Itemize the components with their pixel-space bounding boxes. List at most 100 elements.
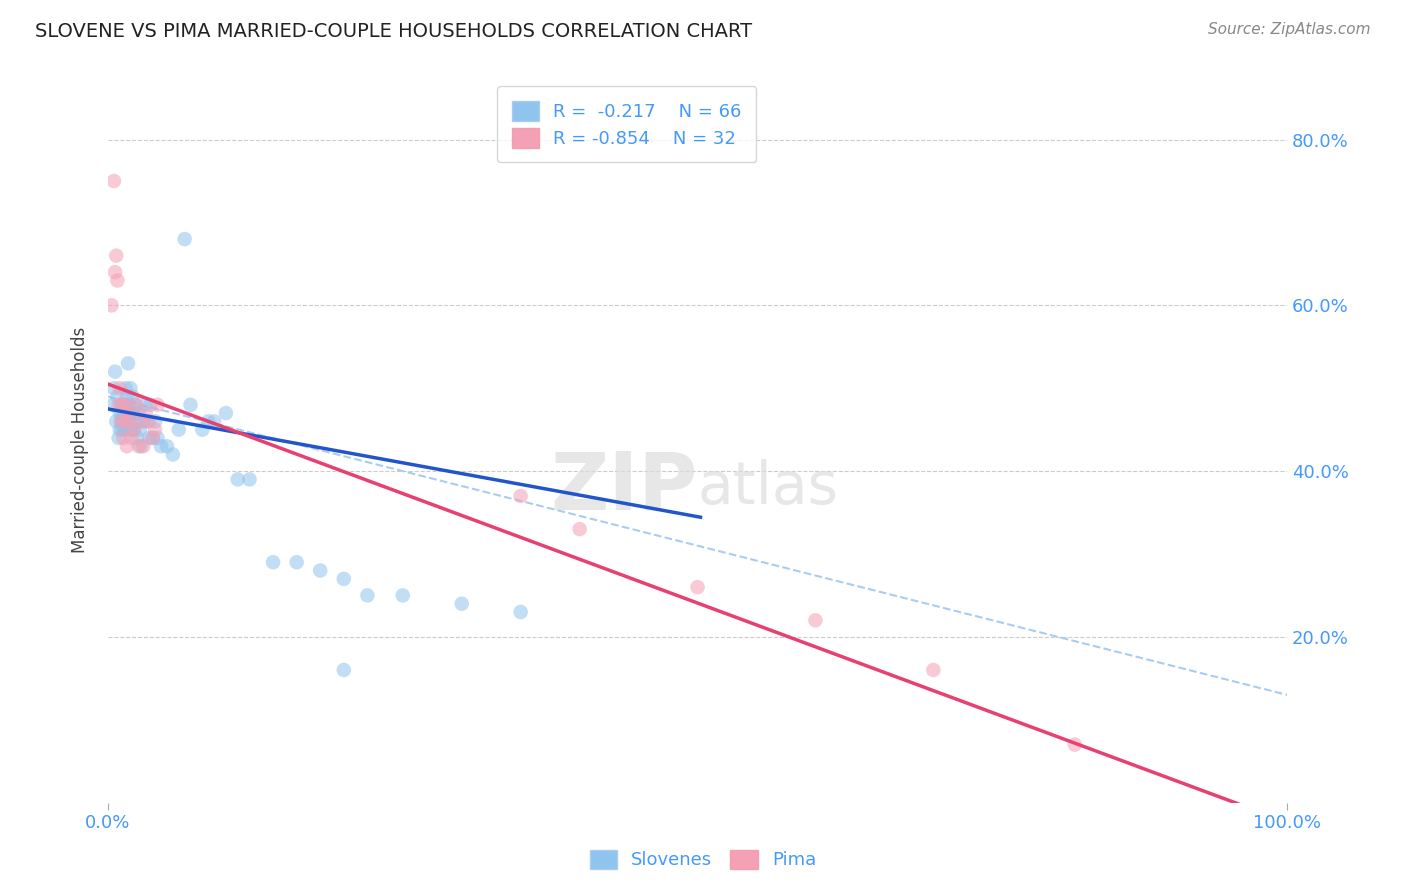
Point (104, 265, 127, 279)
Point (202, 414, 225, 428)
Legend: Slovenes, Pima: Slovenes, Pima (581, 840, 825, 879)
Point (114, 406, 136, 420)
Point (117, 356, 139, 370)
Point (114, 398, 136, 412)
Point (129, 414, 152, 428)
Point (1063, 738, 1085, 752)
Point (105, 249, 128, 263)
Point (146, 431, 169, 445)
Point (111, 406, 134, 420)
Point (139, 398, 162, 412)
Point (285, 555, 308, 569)
Point (110, 398, 132, 412)
Point (121, 406, 143, 420)
Point (226, 472, 249, 486)
Point (146, 398, 169, 412)
Point (122, 423, 145, 437)
Point (107, 431, 129, 445)
Point (105, 414, 128, 428)
Y-axis label: Married-couple Households: Married-couple Households (72, 326, 89, 553)
Point (115, 423, 138, 437)
Point (122, 406, 145, 420)
Point (114, 423, 136, 437)
Point (129, 439, 152, 453)
Point (121, 390, 143, 404)
Text: ZIP: ZIP (550, 448, 697, 526)
Point (108, 423, 131, 437)
Point (132, 414, 155, 428)
Point (180, 398, 202, 412)
Point (138, 414, 160, 428)
Point (309, 564, 332, 578)
Point (356, 588, 378, 602)
Point (114, 414, 136, 428)
Point (124, 398, 146, 412)
Point (262, 555, 284, 569)
Point (111, 423, 134, 437)
Point (104, 365, 127, 379)
Point (142, 431, 165, 445)
Point (111, 398, 134, 412)
Point (197, 414, 219, 428)
Point (114, 398, 136, 412)
Point (117, 406, 139, 420)
Point (114, 381, 136, 395)
Point (107, 398, 129, 412)
Point (450, 597, 472, 611)
Point (167, 423, 190, 437)
Point (138, 431, 160, 445)
Point (142, 431, 165, 445)
Point (391, 588, 413, 602)
Point (509, 605, 531, 619)
Point (117, 406, 139, 420)
Point (115, 439, 138, 453)
Point (101, 398, 124, 412)
Point (112, 431, 135, 445)
Point (103, 381, 125, 395)
Point (143, 423, 166, 437)
Point (150, 439, 173, 453)
Point (215, 406, 238, 420)
Point (134, 398, 156, 412)
Point (686, 580, 709, 594)
Point (125, 398, 148, 412)
Point (108, 406, 131, 420)
Point (127, 431, 149, 445)
Point (509, 489, 531, 503)
Point (121, 423, 143, 437)
Point (122, 423, 145, 437)
Text: atlas: atlas (697, 458, 838, 516)
Point (804, 613, 827, 627)
Point (568, 522, 591, 536)
Point (128, 423, 150, 437)
Point (120, 381, 142, 395)
Point (118, 414, 141, 428)
Point (112, 414, 135, 428)
Point (156, 439, 179, 453)
Legend: R =  -0.217    N = 66, R = -0.854    N = 32: R = -0.217 N = 66, R = -0.854 N = 32 (498, 87, 756, 162)
Point (125, 414, 148, 428)
Point (143, 414, 166, 428)
Point (173, 232, 195, 246)
Point (922, 663, 945, 677)
Point (333, 663, 356, 677)
Point (110, 414, 132, 428)
Point (121, 431, 143, 445)
Text: SLOVENE VS PIMA MARRIED-COUPLE HOUSEHOLDS CORRELATION CHART: SLOVENE VS PIMA MARRIED-COUPLE HOUSEHOLD… (35, 22, 752, 41)
Point (128, 406, 150, 420)
Point (135, 414, 157, 428)
Point (112, 398, 135, 412)
Point (128, 439, 150, 453)
Point (162, 448, 184, 462)
Point (115, 390, 138, 404)
Point (191, 423, 214, 437)
Point (107, 273, 129, 287)
Point (103, 174, 125, 188)
Point (135, 406, 157, 420)
Text: Source: ZipAtlas.com: Source: ZipAtlas.com (1208, 22, 1371, 37)
Point (333, 572, 356, 586)
Point (108, 381, 131, 395)
Point (114, 414, 136, 428)
Point (118, 398, 141, 412)
Point (132, 439, 155, 453)
